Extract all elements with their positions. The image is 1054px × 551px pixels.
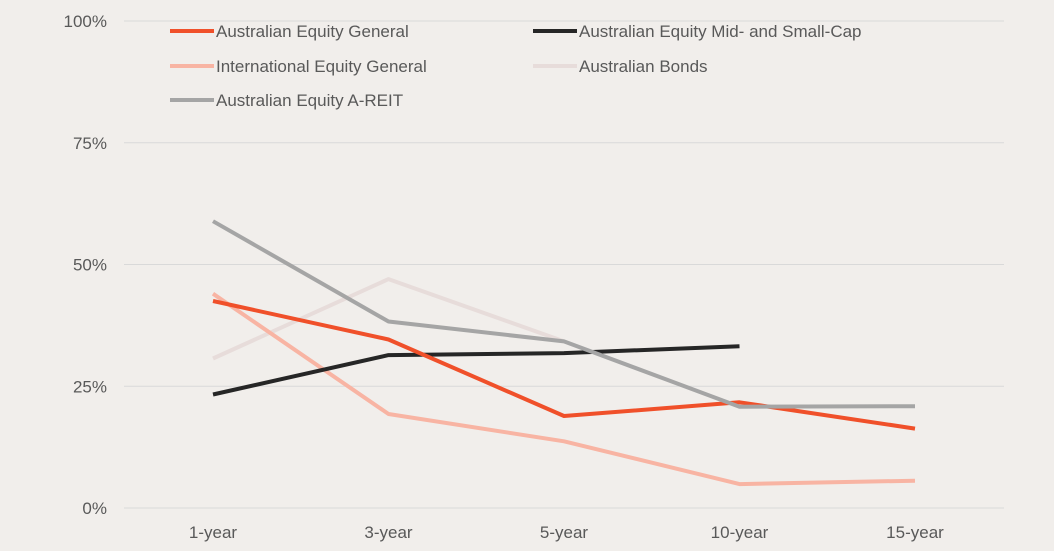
- series-line-5: [212, 219, 916, 409]
- series-line-2: [212, 344, 740, 397]
- x-tick-label: 1-year: [189, 523, 238, 542]
- series-line-1: [212, 299, 916, 431]
- legend: Australian Equity General Australian Equi…: [170, 22, 862, 110]
- y-tick-label: 75%: [73, 134, 107, 153]
- y-tick-label: 100%: [64, 12, 107, 31]
- x-axis-ticks: 1-year 3-year 5-year 10-year 15-year: [189, 523, 944, 542]
- series-lines: [211, 219, 916, 487]
- y-tick-label: 25%: [73, 377, 107, 396]
- y-tick-label: 50%: [73, 256, 107, 275]
- x-tick-label: 15-year: [886, 523, 944, 542]
- series-line-3: [211, 292, 916, 487]
- legend-label: Australian Equity A-REIT: [216, 91, 403, 110]
- series-line-4: [212, 277, 565, 361]
- x-tick-label: 5-year: [540, 523, 589, 542]
- x-tick-label: 3-year: [364, 523, 413, 542]
- x-tick-label: 10-year: [711, 523, 769, 542]
- y-axis-ticks: 0% 25% 50% 75% 100%: [64, 12, 107, 518]
- legend-label: Australian Equity General: [216, 22, 409, 41]
- legend-label: International Equity General: [216, 57, 427, 76]
- legend-label: Australian Equity Mid- and Small-Cap: [579, 22, 862, 41]
- legend-label: Australian Bonds: [579, 57, 708, 76]
- gridlines: [124, 20, 1004, 509]
- y-tick-label: 0%: [82, 499, 107, 518]
